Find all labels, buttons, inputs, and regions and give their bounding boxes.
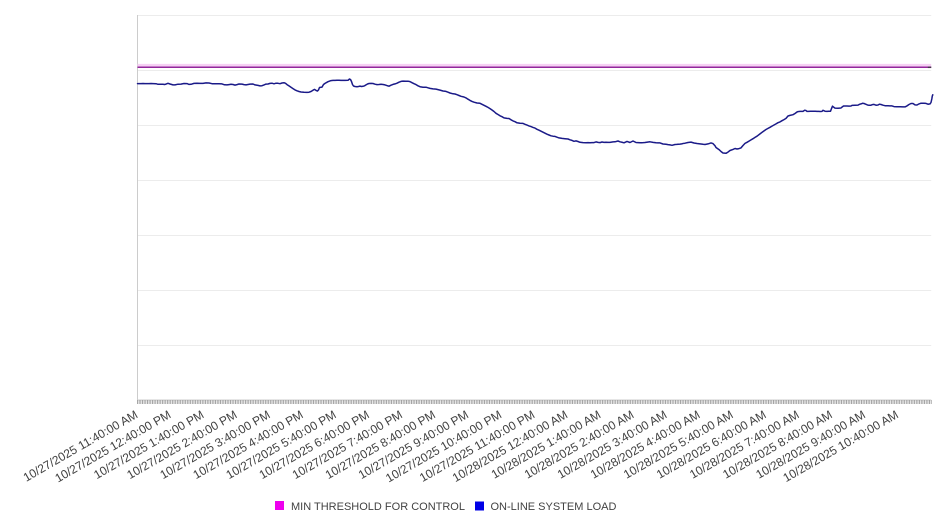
svg-text:MIN THRESHOLD FOR CONTROL: MIN THRESHOLD FOR CONTROL	[291, 501, 465, 513]
svg-text:ON-LINE SYSTEM LOAD: ON-LINE SYSTEM LOAD	[491, 501, 617, 513]
